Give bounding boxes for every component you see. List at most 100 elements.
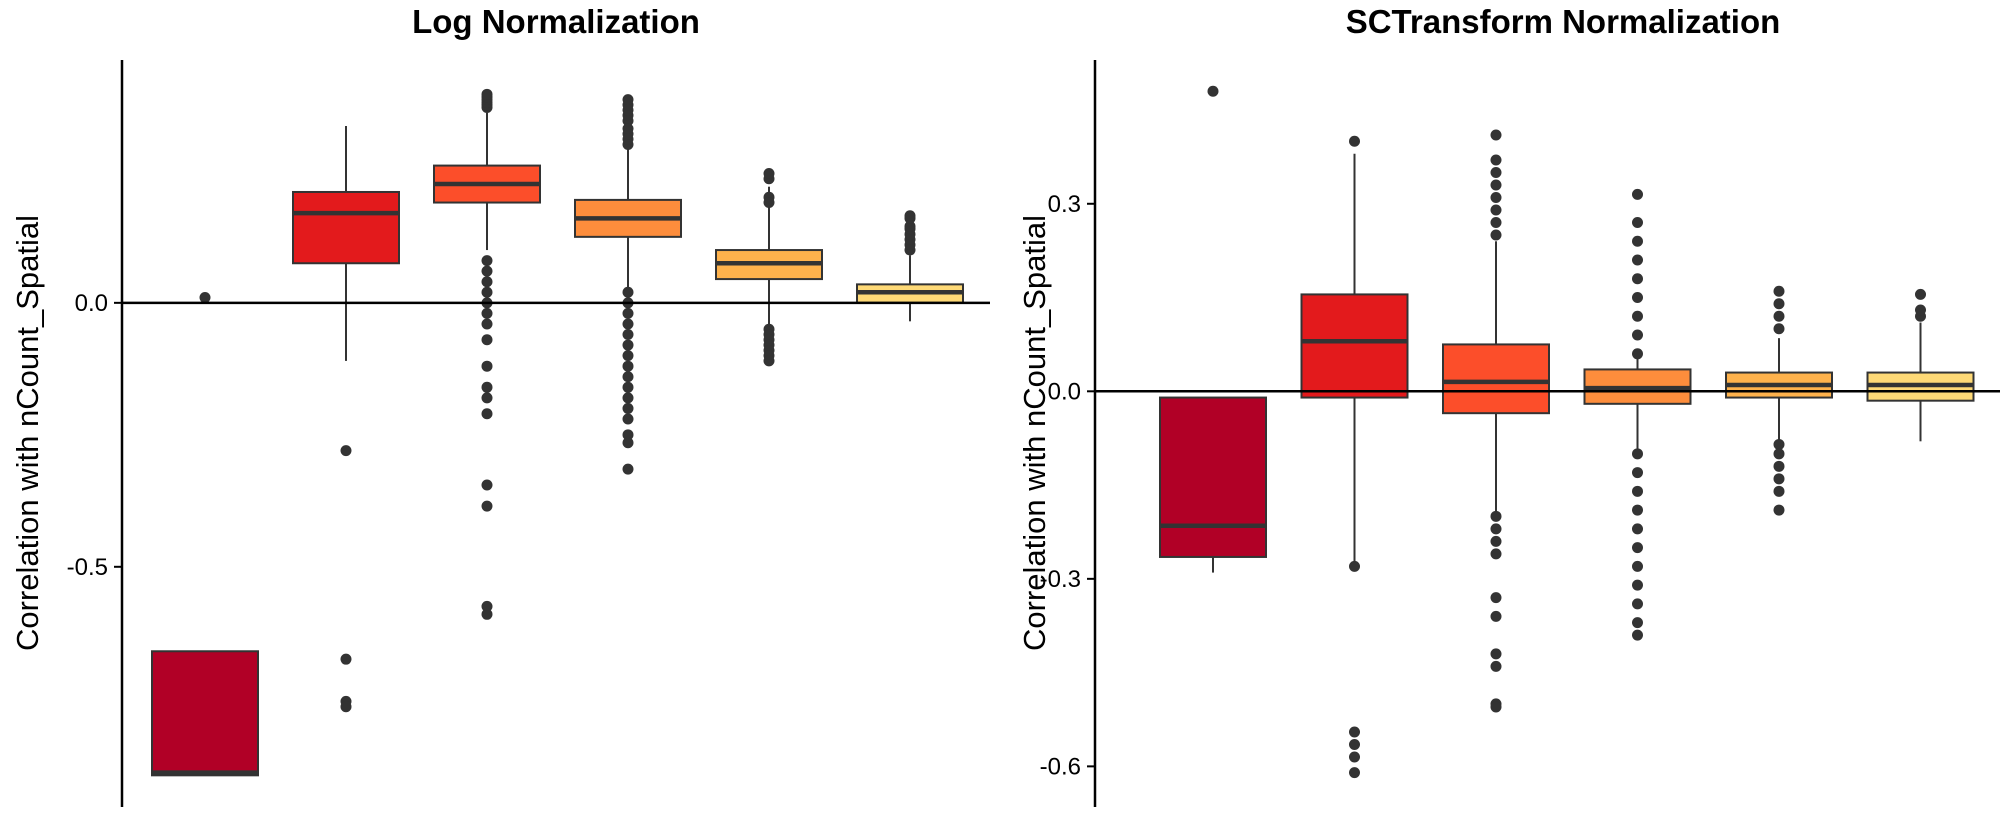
outlier-point [1773, 448, 1785, 460]
outlier-point [1632, 348, 1643, 360]
outlier-point [763, 197, 775, 209]
outlier-point [622, 286, 634, 298]
outlier-point [1773, 310, 1785, 322]
box-group-2 [1300, 135, 1409, 779]
outlier-point [1632, 579, 1643, 591]
outlier-point [1773, 485, 1785, 497]
outlier-point [1915, 288, 1926, 300]
y-tick-label: 0.0 [1048, 378, 1081, 405]
outlier-point [340, 445, 352, 457]
outlier-point [1490, 592, 1502, 604]
box-group-6 [1866, 288, 1975, 442]
outlier-point [622, 371, 634, 383]
chart-title: SCTransform Normalization [1346, 3, 1781, 40]
outlier-point [1632, 617, 1643, 629]
outlier-point [1632, 217, 1643, 229]
outlier-point [481, 381, 493, 393]
y-tick-label: -0.3 [1040, 566, 1081, 593]
outlier-point [340, 653, 352, 665]
outlier-point [1490, 660, 1502, 672]
box [1442, 343, 1550, 415]
outlier-point [1632, 235, 1643, 247]
outlier-point [1632, 485, 1643, 497]
outlier-point [481, 408, 493, 420]
outlier-point [1632, 329, 1643, 341]
outlier-point [1773, 504, 1785, 516]
outlier-point [1490, 523, 1502, 535]
outlier-point [481, 334, 493, 346]
outlier-point [1490, 129, 1502, 141]
outlier-point [1632, 273, 1643, 285]
outlier-point [1490, 648, 1502, 660]
outlier-point [1632, 523, 1643, 535]
outlier-point [622, 307, 634, 319]
outlier-point [1773, 285, 1785, 297]
outlier-point [1773, 473, 1785, 485]
outlier-point [622, 94, 634, 106]
outlier-point [622, 339, 634, 351]
outlier-point [1490, 192, 1502, 204]
outlier-point [481, 286, 493, 298]
outlier-point [1490, 535, 1502, 547]
outlier-point [1490, 701, 1502, 713]
outlier-point [1349, 751, 1360, 763]
box [151, 650, 259, 777]
outlier-point [622, 392, 634, 404]
panel-2: SCTransform Normalization Correlation wit… [1017, 3, 2000, 807]
outlier-point [1632, 310, 1643, 322]
box [292, 190, 400, 265]
outlier-point [1632, 542, 1643, 554]
outlier-point [1632, 598, 1643, 610]
box-group-2 [292, 125, 400, 713]
outlier-point [622, 329, 634, 341]
y-axis-label: Correlation with nCount_Spatial [10, 215, 45, 651]
outlier-point [1490, 179, 1502, 191]
outlier-point [622, 402, 634, 414]
box [1159, 396, 1267, 558]
box-group-4 [574, 94, 682, 475]
outlier-point [481, 265, 493, 277]
outlier-point [1773, 298, 1785, 310]
outlier-point [481, 88, 493, 100]
outlier-point [1773, 323, 1785, 335]
outlier-point [622, 413, 634, 425]
outlier-point [481, 600, 493, 612]
outlier-point [1490, 167, 1502, 179]
outlier-point [1773, 460, 1785, 472]
outlier-point [1632, 467, 1643, 479]
outlier-point [1490, 510, 1502, 522]
outlier-point [904, 220, 916, 232]
outlier-point [1490, 204, 1502, 216]
outlier-point [1490, 154, 1502, 166]
box-group-3 [433, 88, 541, 620]
outlier-point [481, 479, 493, 491]
y-tick-label: 0.3 [1048, 191, 1081, 218]
box [1300, 293, 1409, 399]
outlier-point [1632, 560, 1643, 572]
box-group-5 [715, 168, 823, 367]
outlier-point [622, 318, 634, 330]
y-axis-label: Correlation with nCount_Spatial [1017, 215, 1052, 651]
outlier-point [1490, 229, 1502, 241]
outlier-point [1349, 738, 1360, 750]
outlier-point [1490, 610, 1502, 622]
outlier-point [1490, 217, 1502, 229]
outlier-point [481, 307, 493, 319]
outlier-point [622, 360, 634, 372]
outlier-point [481, 318, 493, 330]
outlier-point [763, 355, 775, 367]
outlier-point [481, 276, 493, 288]
outlier-point [1632, 188, 1643, 200]
outlier-point [1349, 135, 1360, 147]
outlier-point [481, 360, 493, 372]
outlier-point [904, 210, 916, 222]
box-group-1 [1159, 85, 1267, 573]
outlier-point [622, 381, 634, 393]
outlier-point [622, 350, 634, 362]
outlier-point [481, 500, 493, 512]
outlier-point [1632, 629, 1643, 641]
outlier-point [1632, 254, 1643, 266]
outlier-point [1349, 767, 1360, 779]
box-group-3 [1442, 129, 1550, 713]
